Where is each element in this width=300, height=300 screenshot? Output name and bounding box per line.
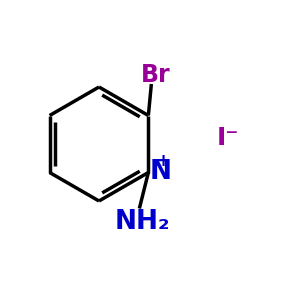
Text: +: +: [155, 152, 170, 170]
Text: Br: Br: [141, 63, 171, 87]
Text: N: N: [150, 159, 172, 184]
Text: I⁻: I⁻: [217, 126, 239, 150]
Text: NH₂: NH₂: [115, 209, 170, 235]
